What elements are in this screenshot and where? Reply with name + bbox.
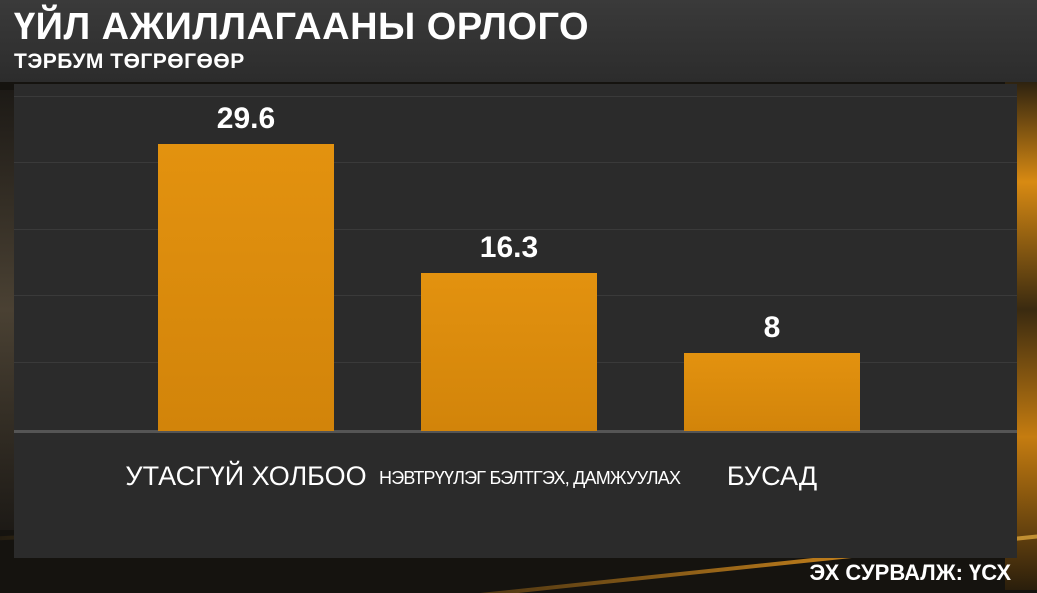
chart-title: ҮЙЛ АЖИЛЛАГААНЫ ОРЛОГО	[14, 6, 590, 48]
bar-value-label-0: 29.6	[216, 102, 276, 135]
bar-value-label-1: 16.3	[479, 231, 539, 264]
chart-subtitle: ТЭРБУМ ТӨГРӨГӨӨР	[14, 50, 245, 73]
bar-1	[421, 273, 597, 431]
category-label-1: НЭВТРҮҮЛЭГ БЭЛТГЭХ, ДАМЖУУЛАХ	[379, 468, 681, 488]
source-credit: ЭХ СУРВАЛЖ: ҮСХ	[809, 560, 1011, 585]
gridline	[14, 162, 1017, 163]
gridline	[14, 229, 1017, 230]
left-edge-streak	[0, 90, 18, 530]
bar-value-label-2: 8	[763, 311, 781, 344]
title-band: ҮЙЛ АЖИЛЛАГААНЫ ОРЛОГО ТЭРБУМ ТӨГРӨГӨӨР	[0, 0, 1037, 82]
gridline	[14, 96, 1017, 97]
x-axis-baseline	[14, 430, 1017, 433]
bar-0	[158, 144, 334, 431]
category-label-2: БУСАД	[726, 461, 818, 491]
bar-2	[684, 353, 860, 431]
category-label-0: УТАСГҮЙ ХОЛБОО	[125, 461, 367, 491]
